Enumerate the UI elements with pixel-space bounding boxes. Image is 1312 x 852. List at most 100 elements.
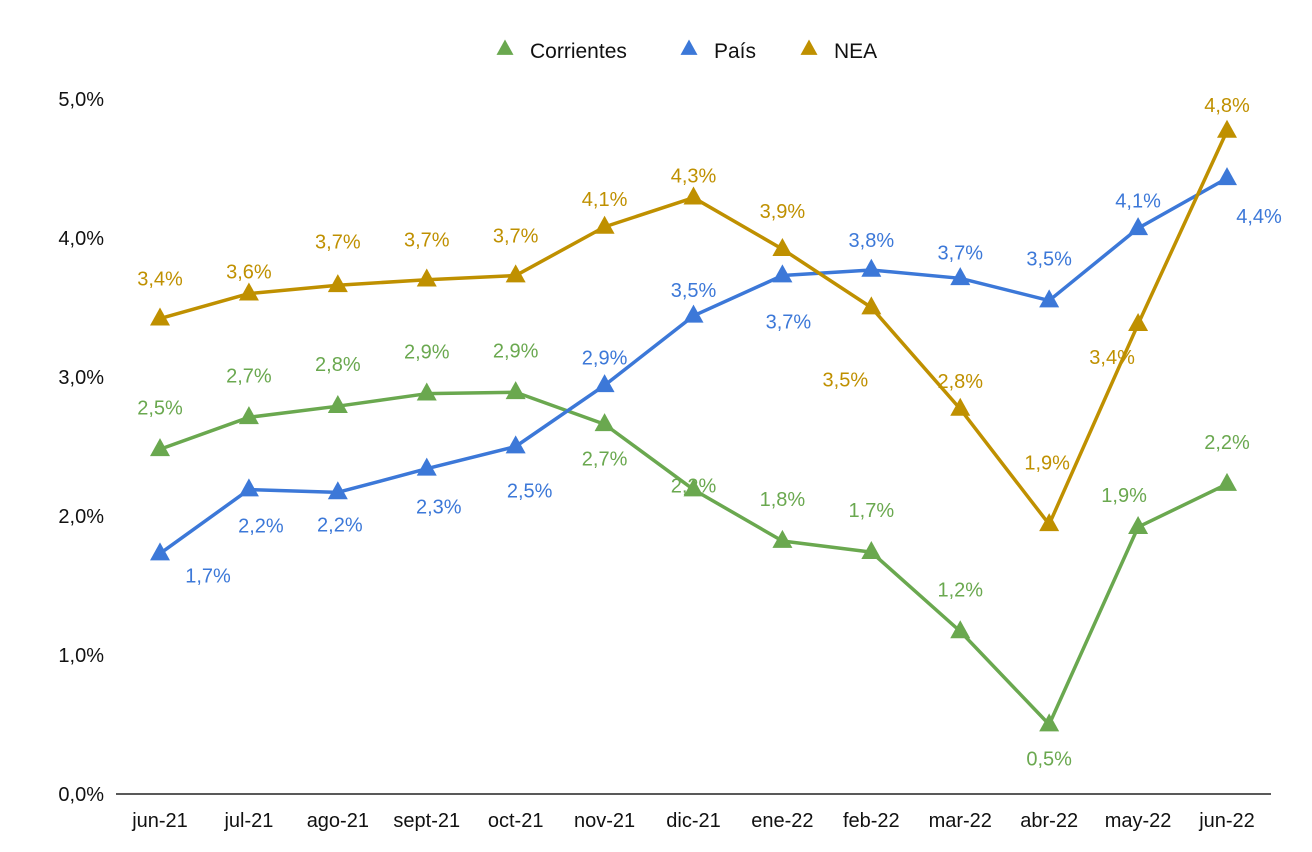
data-label: 3,7% (766, 312, 812, 334)
plot-area (150, 119, 1237, 732)
data-point (505, 435, 526, 454)
data-label: 3,7% (315, 231, 361, 253)
x-tick-label: mar-22 (929, 810, 992, 832)
data-point (950, 267, 971, 286)
data-label: 2,8% (937, 371, 983, 393)
data-point (327, 395, 348, 414)
x-tick-label: ago-21 (307, 810, 369, 832)
data-label: 2,2% (238, 516, 284, 538)
data-point (683, 186, 704, 205)
data-point (1217, 472, 1237, 491)
data-point (238, 282, 259, 301)
x-tick-label: jul-21 (223, 810, 273, 832)
data-label: 2,9% (404, 342, 450, 364)
data-label: 4,1% (1115, 190, 1161, 212)
data-point (950, 620, 971, 639)
data-label: 2,9% (493, 340, 539, 362)
x-tick-label: abr-22 (1020, 810, 1078, 832)
data-point (416, 382, 437, 401)
y-tick-label: 1,0% (58, 645, 104, 667)
data-label: 3,8% (849, 230, 895, 252)
data-point (683, 478, 704, 497)
data-label: 2,9% (582, 347, 628, 369)
data-point (505, 264, 526, 283)
y-tick-label: 0,0% (58, 784, 104, 806)
data-point (861, 540, 882, 559)
data-point (327, 274, 348, 293)
data-point (772, 529, 793, 548)
series-nea (150, 119, 1237, 532)
data-point (772, 237, 793, 256)
data-label: 2,2% (1204, 432, 1250, 454)
data-point (1128, 313, 1149, 332)
data-label: 2,7% (226, 365, 272, 387)
data-point (1039, 713, 1060, 732)
data-label: 3,9% (760, 201, 806, 223)
data-label: 3,7% (404, 230, 450, 252)
data-point (683, 304, 704, 323)
data-label: 3,6% (226, 262, 272, 284)
data-label: 3,4% (1089, 347, 1135, 369)
data-label: 3,5% (1026, 249, 1072, 271)
series-país (150, 167, 1237, 561)
data-point (594, 374, 615, 393)
x-tick-label: jun-21 (131, 810, 188, 832)
data-label: 2,3% (416, 497, 462, 519)
data-label: 3,4% (137, 269, 183, 291)
x-axis: jun-21 jul-21 ago-21 sept-21 oct-21 nov-21 dic… (116, 793, 1271, 832)
data-label: 2,7% (582, 448, 628, 470)
data-point (861, 296, 882, 315)
data-point (238, 478, 259, 497)
legend-marker (680, 39, 698, 55)
data-point (327, 481, 348, 500)
series-corrientes (150, 381, 1237, 732)
legend-marker (496, 39, 514, 55)
data-point (950, 397, 971, 416)
legend-label: País (714, 40, 756, 63)
x-tick-label: feb-22 (843, 810, 900, 832)
data-label: 4,3% (671, 166, 717, 188)
x-tick-label: sept-21 (393, 810, 460, 832)
data-label: 0,5% (1026, 749, 1072, 771)
x-tick-label: ene-22 (751, 810, 813, 832)
data-label: 1,2% (937, 579, 983, 601)
data-label: 3,7% (937, 242, 983, 264)
data-point (861, 258, 882, 277)
y-axis: 0,0% 1,0% 2,0% 3,0% 4,0% 5,0% (58, 89, 104, 806)
data-label: 1,9% (1101, 485, 1147, 507)
data-point (416, 268, 437, 287)
data-point (150, 438, 170, 457)
legend-label: NEA (834, 40, 877, 63)
y-tick-label: 4,0% (58, 228, 104, 250)
x-tick-label: nov-21 (574, 810, 635, 832)
data-point (772, 264, 793, 283)
legend-marker (800, 39, 818, 55)
x-tick-label: dic-21 (666, 810, 720, 832)
data-point (505, 381, 526, 400)
x-tick-label: jun-22 (1198, 810, 1255, 832)
y-tick-label: 3,0% (58, 367, 104, 389)
data-label: 3,5% (823, 370, 869, 392)
data-label: 4,1% (582, 189, 628, 211)
data-label: 4,4% (1236, 206, 1282, 228)
data-label: 4,8% (1204, 95, 1250, 117)
data-label: 3,5% (671, 280, 717, 302)
data-point (238, 406, 259, 425)
data-point (594, 413, 615, 432)
data-point (1039, 513, 1060, 532)
data-label: 1,7% (185, 566, 231, 588)
data-point (150, 542, 170, 561)
data-labels: 2,5% 2,7% 2,8% 2,9% 2,9% 2,7% 2,2% 1,8% 1,7% 1,2%… (137, 95, 1282, 771)
data-label: 1,8% (760, 489, 806, 511)
x-tick-label: may-22 (1105, 810, 1172, 832)
data-label: 2,5% (137, 397, 183, 419)
series-line (159, 390, 1228, 727)
data-label: 1,7% (849, 500, 895, 522)
data-point (416, 457, 437, 476)
data-label: 2,2% (317, 514, 363, 536)
data-point (1217, 119, 1237, 138)
data-point (150, 307, 170, 326)
data-point (594, 215, 615, 234)
y-tick-label: 2,0% (58, 506, 104, 528)
